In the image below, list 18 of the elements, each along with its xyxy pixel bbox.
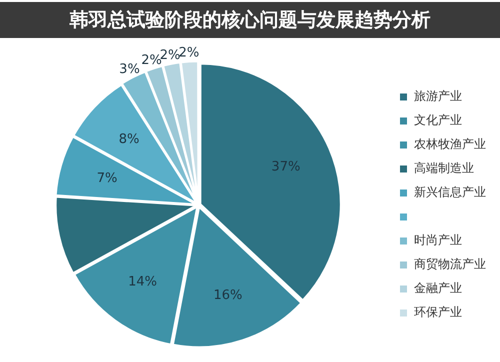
legend-label: 商贸物流产业 [414, 257, 486, 272]
legend-label: 金融产业 [414, 281, 462, 296]
chart-title: 韩羽总试验阶段的核心问题与发展趋势分析 [0, 2, 500, 38]
legend-label: 环保产业 [414, 305, 462, 320]
legend-label: 文化产业 [414, 113, 462, 128]
data-label: 14% [128, 274, 157, 290]
legend-label: 农林牧渔产业 [414, 137, 486, 152]
data-label: 3% [119, 62, 140, 77]
data-label: 8% [118, 132, 140, 148]
legend-label: 旅游产业 [414, 89, 462, 104]
data-label: 2% [141, 52, 162, 68]
data-label: 7% [96, 170, 118, 186]
legend-label: 时尚产业 [414, 233, 462, 248]
legend-label: 新兴信息产业 [414, 185, 486, 200]
legend-label: 高端制造业 [414, 161, 474, 176]
data-label: 2% [178, 46, 200, 61]
data-label: 37% [271, 160, 300, 175]
data-label: 16% [213, 288, 242, 303]
